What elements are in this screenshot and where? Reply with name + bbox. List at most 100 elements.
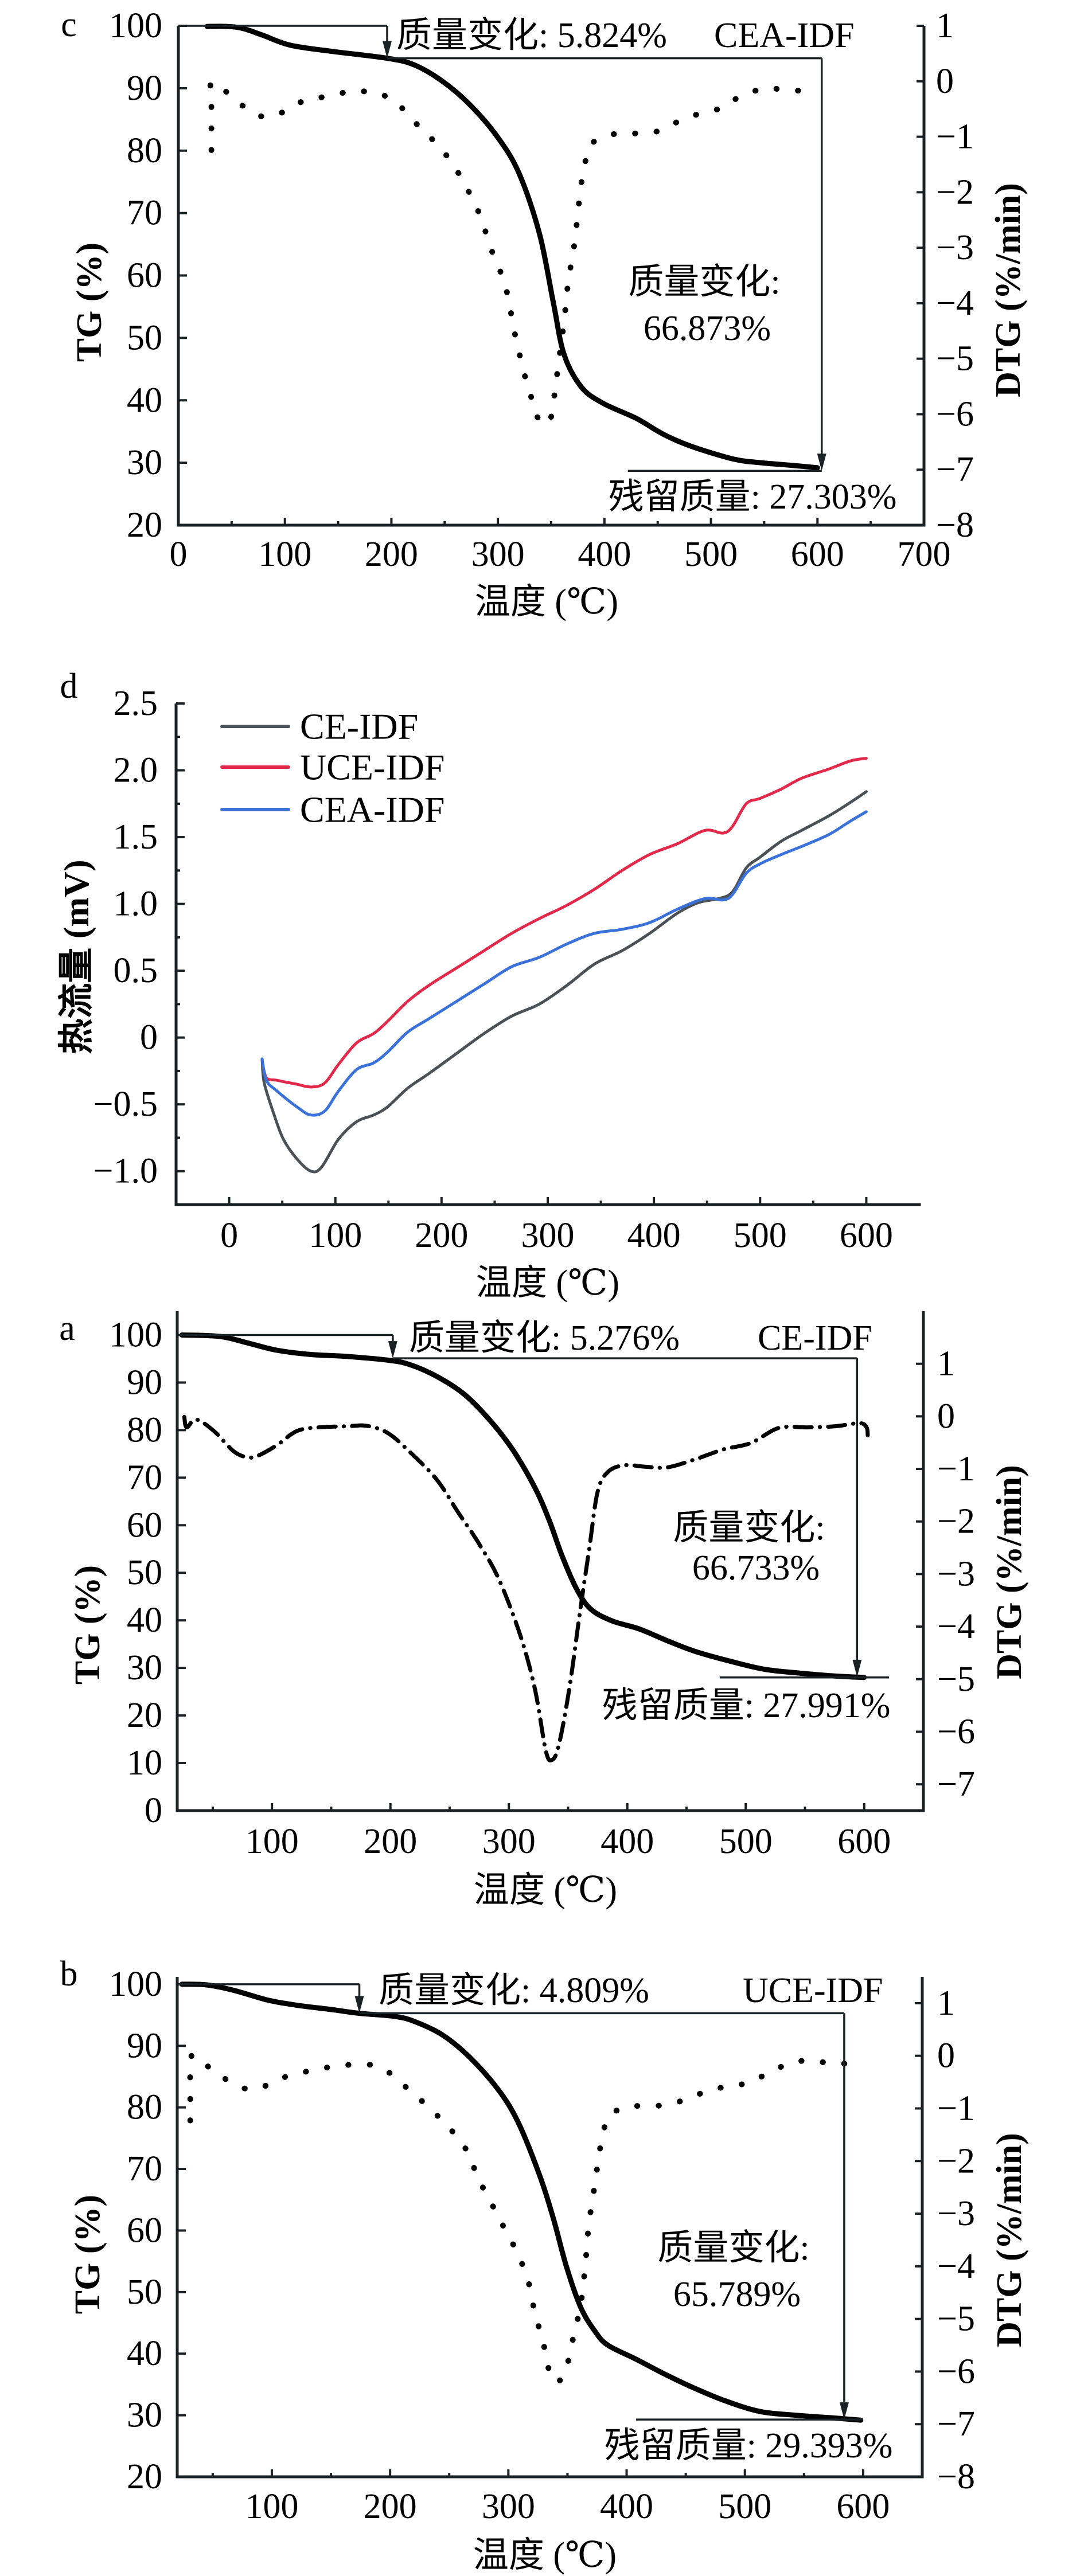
y-right-tick-label: 0 — [936, 62, 954, 101]
y-tick-label: 50 — [127, 1553, 162, 1592]
y-tick-label: −0.5 — [93, 1085, 158, 1124]
y-right-tick-label: 1 — [937, 1344, 955, 1383]
y-axis-title-left: TG (%) — [68, 2195, 107, 2314]
x-tick-label: 500 — [734, 1216, 787, 1255]
y-tick-label: 50 — [127, 318, 162, 357]
residual-mass-annotation: 残留质量: 29.393% — [605, 2426, 893, 2465]
mass-change-annotation-2-label: 质量变化: — [657, 2229, 809, 2268]
y-tick-label: 40 — [127, 1601, 162, 1640]
mass-change-annotation-1: 质量变化: 4.809% — [379, 1971, 649, 2010]
legend-label: CE-IDF — [300, 706, 418, 747]
x-tick-label: 400 — [601, 1822, 654, 1861]
y-right-tick-label: −2 — [937, 2141, 975, 2180]
x-tick-label: 600 — [840, 1216, 893, 1255]
panel-letter: a — [59, 1309, 75, 1348]
x-tick-label: 400 — [578, 535, 631, 574]
y-tick-label: 2.0 — [114, 751, 158, 790]
y-right-tick-label: −7 — [937, 1765, 975, 1804]
arrowhead-icon — [388, 1341, 397, 1359]
x-tick-label: 200 — [415, 1216, 468, 1255]
arrowhead-icon — [817, 454, 826, 471]
y-right-tick-label: −1 — [937, 1449, 975, 1488]
y-tick-label: 70 — [127, 1458, 162, 1497]
x-tick-label: 700 — [898, 535, 951, 574]
panel-a: 100 200 300 400 500 6000102030405060708090100… — [59, 1309, 1029, 1910]
mass-change-annotations: 质量变化: 5.824% CEA-IDF 质量变化: 66.873% 残留质量: 27.… — [178, 16, 896, 517]
x-tick-label: 100 — [245, 1822, 299, 1861]
tg-curve — [204, 24, 820, 471]
y-right-tick-label: −6 — [936, 394, 974, 433]
mass-change-annotation-2-value: 65.789% — [673, 2275, 801, 2314]
mass-change-annotation-1: 质量变化: 5.276% — [409, 1319, 680, 1358]
mass-change-annotation-2-value: 66.873% — [644, 309, 771, 348]
x-tick-label: 300 — [521, 1216, 575, 1255]
y-tick-label: 10 — [127, 1744, 162, 1783]
legend-item: CEA-IDF — [220, 789, 444, 830]
legend-item: CE-IDF — [220, 706, 418, 747]
tg-curve — [179, 1332, 867, 1680]
mass-change-annotation-2-value: 66.733% — [692, 1549, 820, 1588]
arrowhead-icon — [383, 41, 392, 58]
y-right-tick-label: −6 — [937, 1712, 975, 1751]
arrowhead-icon — [839, 2402, 849, 2420]
y-right-tick-label: −5 — [937, 1660, 975, 1699]
panel-letter: d — [60, 667, 78, 706]
dtg-curve — [182, 1414, 870, 1762]
y-right-tick-label: −4 — [936, 284, 974, 323]
dtg-curve — [187, 2051, 853, 2386]
y-axis-title-left: TG (%) — [70, 243, 109, 362]
x-tick-label: 600 — [836, 2487, 890, 2526]
legend-item: UCE-IDF — [220, 747, 444, 788]
y-right-tick-label: −4 — [937, 2247, 975, 2286]
x-tick-label: 400 — [600, 2487, 653, 2526]
y-axis-title-right: DTG (%/min) — [990, 2133, 1029, 2347]
y-tick-label: 100 — [109, 6, 162, 45]
heat-flow-curve-ce-idf — [260, 790, 868, 1174]
x-tick-label: 300 — [482, 1822, 536, 1861]
arrowhead-icon — [354, 1996, 364, 2014]
y-right-tick-label: −7 — [937, 2405, 975, 2444]
y-right-tick-label: −5 — [936, 339, 974, 378]
x-tick-label: 200 — [365, 535, 418, 574]
y-tick-label: 30 — [127, 2396, 162, 2435]
residual-mass-annotation: 残留质量: 27.991% — [602, 1686, 891, 1725]
arrowhead-icon — [852, 1659, 862, 1677]
y-axis-title-left: TG (%) — [68, 1565, 107, 1684]
y-tick-label: 90 — [127, 2026, 162, 2065]
sample-label: CEA-IDF — [714, 16, 855, 55]
y-axis-title-right: DTG (%/min) — [990, 1465, 1029, 1679]
x-tick-label: 200 — [364, 1822, 417, 1861]
y-tick-label: 0 — [140, 1018, 158, 1057]
heat-flow-curve-cea-idf — [260, 810, 868, 1117]
y-tick-label: 80 — [127, 131, 162, 170]
y-tick-label: 60 — [127, 256, 162, 295]
y-tick-label: 2.5 — [114, 684, 158, 723]
y-tick-label: 1.5 — [114, 818, 158, 857]
x-tick-label: 300 — [471, 535, 525, 574]
x-tick-label: 500 — [718, 2487, 771, 2526]
y-tick-label: 40 — [127, 2334, 162, 2373]
y-right-tick-label: −2 — [937, 1502, 975, 1541]
y-tick-label: 60 — [127, 2211, 162, 2250]
y-tick-label: 100 — [109, 1965, 162, 2004]
x-tick-label: 500 — [719, 1822, 773, 1861]
panel-c: 0 100 200 300 400 500 600 700203040506070809010… — [61, 5, 1028, 621]
panel-d: 0 100 200 300 400 500 600 −1.0 −0.5 0 0.5 1.0 1.5 2.0… — [57, 667, 921, 1303]
mass-change-annotation-2-label: 质量变化: — [628, 263, 780, 302]
x-tick-label: 500 — [684, 535, 738, 574]
x-tick-label: 300 — [482, 2487, 535, 2526]
y-tick-label: 1.0 — [114, 885, 158, 924]
y-right-tick-label: −3 — [936, 228, 974, 267]
y-right-tick-label: 1 — [936, 6, 954, 45]
panel-letter: c — [61, 5, 77, 44]
x-axis-title: 温度 (℃) — [475, 583, 618, 621]
legend-label: CEA-IDF — [300, 789, 444, 830]
x-tick-label: 200 — [364, 2487, 417, 2526]
sample-label: UCE-IDF — [743, 1971, 883, 2010]
y-right-tick-label: −5 — [937, 2300, 975, 2339]
y-tick-label: 20 — [127, 2457, 162, 2496]
y-tick-label: 80 — [127, 2088, 162, 2127]
x-axis-title: 温度 (℃) — [473, 2536, 617, 2575]
y-tick-label: 20 — [127, 1696, 162, 1735]
mass-change-annotations: 质量变化: 4.809% UCE-IDF 质量变化: 65.789% 残留质量: 29.… — [177, 1971, 892, 2465]
